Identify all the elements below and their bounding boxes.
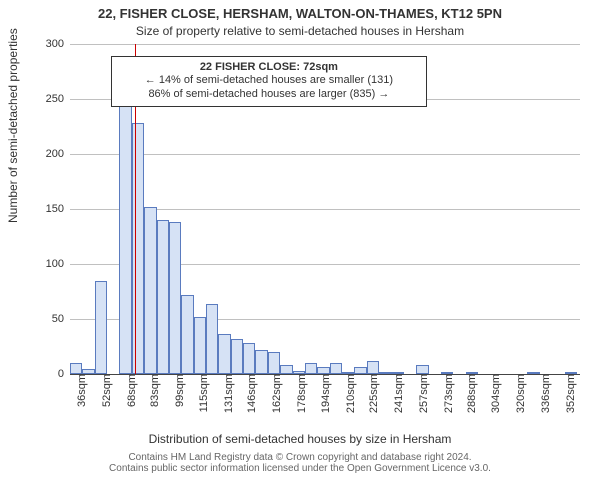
y-tick-label: 0 xyxy=(58,368,64,380)
footnote-line-1: Contains HM Land Registry data © Crown c… xyxy=(128,452,471,463)
x-tick-label: 115sqm xyxy=(198,374,204,412)
gridline xyxy=(70,44,580,45)
y-tick-label: 50 xyxy=(52,313,64,325)
histogram-bar xyxy=(231,339,243,374)
histogram-bar xyxy=(206,304,218,374)
y-tick-label: 250 xyxy=(46,93,64,105)
footnote-line-2: Contains public sector information licen… xyxy=(109,463,491,474)
footnote: Contains HM Land Registry data © Crown c… xyxy=(0,452,600,474)
histogram-bar xyxy=(280,365,292,374)
x-tick-label: 320sqm xyxy=(515,374,521,413)
x-axis-label: Distribution of semi-detached houses by … xyxy=(0,432,600,446)
histogram-bar xyxy=(218,334,230,374)
histogram-bar xyxy=(243,343,255,374)
y-tick-label: 200 xyxy=(46,148,64,160)
x-tick-label: 131sqm xyxy=(223,374,229,413)
histogram-bar xyxy=(194,317,206,374)
histogram-bar xyxy=(317,367,329,374)
x-tick-label: 225sqm xyxy=(368,374,374,413)
annotation-box: 22 FISHER CLOSE: 72sqm ← 14% of semi-det… xyxy=(111,56,427,107)
histogram-bar xyxy=(527,372,539,374)
histogram-bar xyxy=(95,281,107,375)
histogram-bar xyxy=(70,363,82,374)
x-tick-label: 194sqm xyxy=(320,374,326,413)
gridline xyxy=(70,154,580,155)
x-tick-label: 257sqm xyxy=(418,374,424,413)
histogram-bar xyxy=(144,207,156,374)
histogram-bar xyxy=(379,372,391,374)
annotation-title: 22 FISHER CLOSE: 72sqm xyxy=(116,61,422,75)
y-tick-label: 300 xyxy=(46,38,64,50)
y-tick-label: 100 xyxy=(46,258,64,270)
annotation-line-2: 86% of semi-detached houses are larger (… xyxy=(116,88,422,102)
histogram-bar xyxy=(330,363,342,374)
x-tick-label: 336sqm xyxy=(540,374,546,413)
x-tick-label: 304sqm xyxy=(490,374,496,413)
x-tick-label: 241sqm xyxy=(393,374,399,413)
chart-stage: 22, FISHER CLOSE, HERSHAM, WALTON-ON-THA… xyxy=(0,0,600,500)
x-tick-label: 99sqm xyxy=(174,374,180,407)
x-tick-label: 52sqm xyxy=(101,374,107,407)
histogram-bar xyxy=(181,295,193,374)
annotation-line-1: ← 14% of semi-detached houses are smalle… xyxy=(116,74,422,88)
chart-title: 22, FISHER CLOSE, HERSHAM, WALTON-ON-THA… xyxy=(0,6,600,21)
x-tick-label: 36sqm xyxy=(76,374,82,407)
histogram-bar xyxy=(132,123,144,374)
histogram-bar xyxy=(416,365,428,374)
x-tick-label: 146sqm xyxy=(246,374,252,413)
histogram-bar xyxy=(268,352,280,374)
histogram-bar xyxy=(157,220,169,374)
y-axis-label: Number of semi-detached properties xyxy=(6,28,20,223)
histogram-bar xyxy=(367,361,379,374)
x-tick-label: 178sqm xyxy=(296,374,302,413)
x-tick-label: 83sqm xyxy=(149,374,155,407)
histogram-bar xyxy=(255,350,267,374)
x-tick-label: 68sqm xyxy=(126,374,132,407)
x-tick-label: 162sqm xyxy=(271,374,277,413)
x-tick-label: 273sqm xyxy=(443,374,449,413)
x-tick-label: 210sqm xyxy=(345,374,351,413)
y-tick-label: 150 xyxy=(46,203,64,215)
histogram-bar xyxy=(305,363,317,374)
histogram-bar xyxy=(169,222,181,374)
histogram-bar xyxy=(354,367,366,374)
plot-area: 05010015020025030036sqm52sqm68sqm83sqm99… xyxy=(70,44,580,374)
chart-subtitle: Size of property relative to semi-detach… xyxy=(0,24,600,38)
x-tick-label: 352sqm xyxy=(565,374,571,413)
x-tick-label: 288sqm xyxy=(466,374,472,413)
histogram-bar xyxy=(119,90,131,374)
